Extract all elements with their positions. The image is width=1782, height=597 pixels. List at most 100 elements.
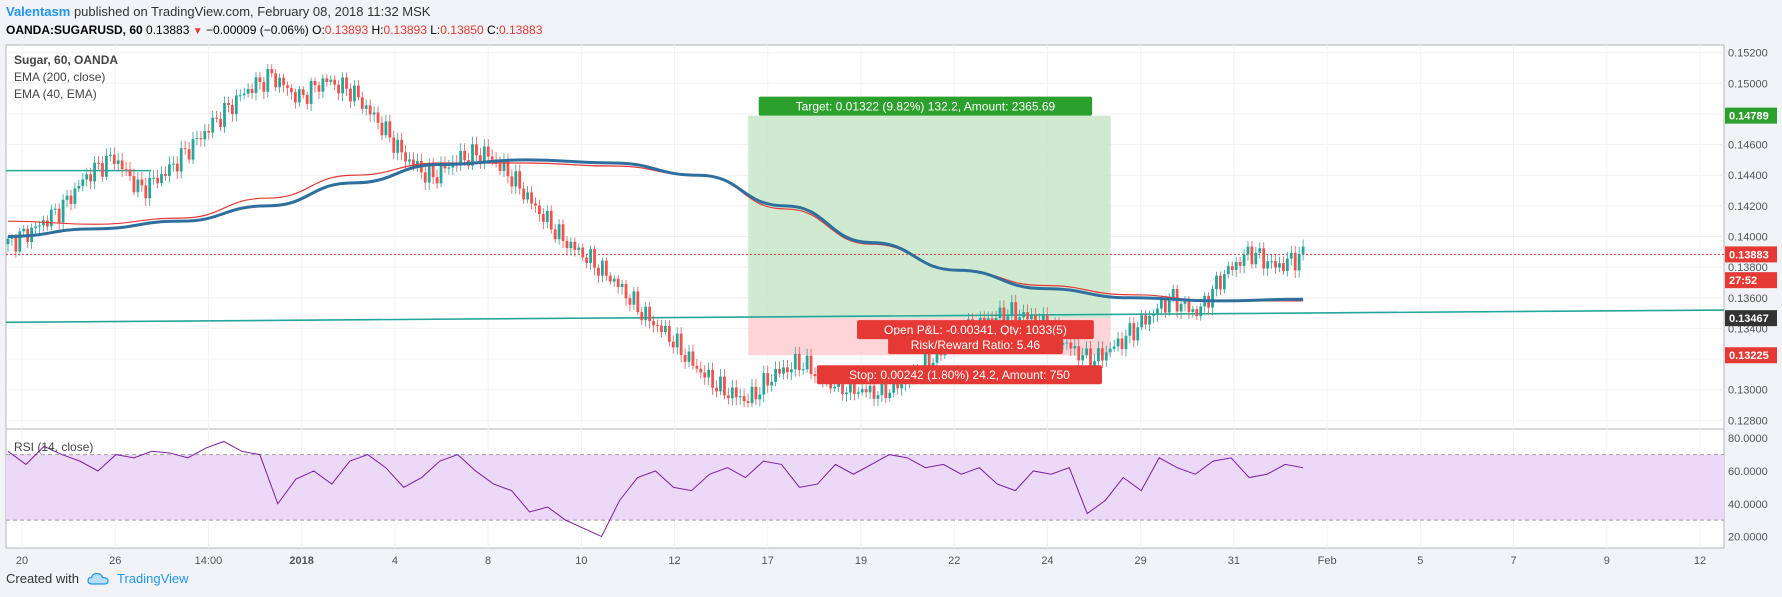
candle-body — [715, 387, 718, 392]
candle-body — [250, 88, 254, 94]
candle-body — [805, 355, 809, 370]
candle-body — [321, 78, 325, 92]
rsi-tick-label: 40.0000 — [1728, 499, 1768, 511]
candle-body — [663, 325, 667, 332]
candle-body — [1163, 300, 1167, 313]
candle-body — [81, 179, 85, 186]
candle-body — [636, 291, 640, 313]
candle-body — [1089, 348, 1092, 372]
candle-body — [1282, 263, 1285, 271]
candle-body — [1219, 275, 1222, 290]
candle-body — [77, 185, 81, 189]
candle-body — [317, 85, 321, 92]
time-tick-label: 5 — [1417, 555, 1423, 567]
candle-body — [758, 394, 762, 400]
candle-body — [604, 260, 608, 276]
created-with-label: Created with — [6, 571, 79, 586]
candle-body — [262, 81, 266, 92]
high-label: H: — [371, 23, 384, 37]
candle-body — [478, 155, 482, 162]
candle-body — [1124, 335, 1128, 350]
candle-body — [557, 224, 561, 240]
candle-body — [69, 195, 73, 204]
stop-label: Stop: 0.00242 (1.80%) 24.2, Amount: 750 — [849, 368, 1070, 382]
candle-body — [1014, 302, 1018, 322]
legend-ema200: EMA (200, close) — [14, 70, 105, 84]
candle-body — [880, 380, 884, 396]
candle-body — [1100, 348, 1104, 361]
candle-body — [719, 376, 722, 392]
rsi-band — [6, 454, 1724, 521]
price-label: 27:52 — [1729, 275, 1757, 287]
author-link[interactable]: Valentasm — [6, 4, 71, 19]
chart-canvas[interactable]: Target: 0.01322 (9.82%) 132.2, Amount: 2… — [0, 0, 1782, 570]
candle-body — [486, 146, 490, 157]
trendline — [5, 309, 1725, 324]
candle-body — [514, 171, 518, 187]
candle-body — [73, 188, 77, 204]
price-label: 0.13225 — [1729, 350, 1769, 362]
candle-body — [108, 154, 112, 156]
time-tick-label: 20 — [16, 555, 28, 567]
candle-body — [1167, 297, 1171, 313]
candle-body — [459, 150, 463, 165]
candle-body — [876, 395, 880, 399]
candle-body — [608, 275, 612, 282]
low-value: 0.13850 — [440, 23, 484, 37]
candle-body — [1041, 314, 1045, 321]
candle-body — [14, 237, 18, 252]
candle-body — [1289, 252, 1293, 259]
open-pl-label: Open P&L: -0.00341, Qty: 1033(5) — [884, 323, 1067, 337]
risk-reward-label: Risk/Reward Ratio: 5.46 — [911, 338, 1041, 352]
candle-body — [136, 179, 140, 193]
candle-body — [345, 77, 348, 89]
position-labels: Target: 0.01322 (9.82%) 132.2, Amount: 2… — [758, 96, 1102, 385]
candle-body — [852, 378, 856, 394]
candle-body — [195, 138, 199, 140]
candle-body — [644, 306, 648, 321]
time-tick-label: Feb — [1318, 555, 1337, 567]
candle-body — [1234, 261, 1238, 270]
candle-body — [85, 174, 89, 180]
candle-body — [266, 69, 270, 92]
candle-body — [254, 77, 258, 94]
candle-body — [1061, 342, 1065, 345]
candle-body — [297, 89, 301, 103]
candle-body — [356, 85, 360, 98]
candle-body — [282, 77, 285, 86]
rsi-line — [7, 440, 1304, 538]
candle-body — [1254, 252, 1258, 265]
candle-body — [234, 95, 238, 115]
candle-body — [510, 176, 514, 187]
candle-body — [404, 152, 407, 162]
candle-body — [1226, 266, 1230, 275]
candle-body — [57, 208, 61, 223]
candle-body — [754, 386, 758, 400]
candle-body — [573, 241, 577, 250]
candle-body — [242, 93, 246, 96]
candle-body — [49, 209, 53, 227]
candle-body — [801, 369, 805, 371]
candle-body — [998, 307, 1002, 318]
time-tick-label: 12 — [1694, 555, 1706, 567]
candle-body — [148, 178, 152, 199]
candle-body — [656, 325, 659, 327]
candle-body — [1077, 346, 1081, 361]
moving-averages — [7, 158, 1304, 303]
legend: Sugar, 60, OANDA EMA (200, close) EMA (4… — [14, 53, 118, 454]
candle-body — [789, 369, 793, 373]
down-arrow-icon: ▼ — [192, 26, 203, 37]
candle-body — [412, 159, 415, 168]
axes: 0.152000.150000.148000.146000.144000.142… — [16, 48, 1777, 567]
candle-body — [545, 210, 549, 222]
price-label-box — [1725, 310, 1777, 327]
candle-body — [408, 159, 411, 162]
time-tick-label: 2018 — [289, 555, 313, 567]
candle-body — [258, 77, 262, 82]
tradingview-brand[interactable]: TradingView — [116, 571, 189, 586]
candle-body — [219, 118, 222, 127]
candle-body — [349, 88, 352, 102]
candle-body — [778, 368, 781, 374]
candle-body — [230, 104, 234, 115]
candle-body — [191, 139, 195, 160]
